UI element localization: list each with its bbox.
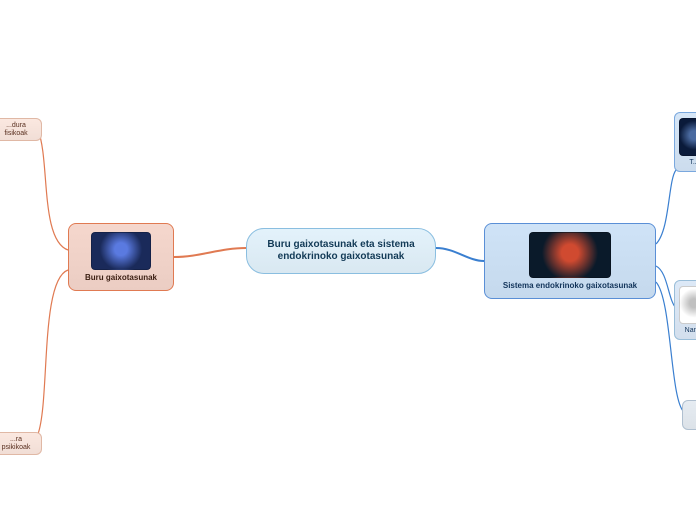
child-endo-2[interactable]: Nan...: [674, 280, 696, 340]
child-endo-1[interactable]: T...: [674, 112, 696, 172]
child-psikikoak[interactable]: ...ra psikikoak: [0, 432, 42, 455]
branch-buru[interactable]: Buru gaixotasunak: [68, 223, 174, 291]
child-fisikoak[interactable]: ...dura fisikoak: [0, 118, 42, 141]
child-psikikoak-label: ...ra psikikoak: [0, 436, 35, 451]
center-node[interactable]: Buru gaixotasunak eta sistema endokrinok…: [246, 228, 436, 274]
child-endo-3[interactable]: [682, 400, 696, 430]
branch-endokrino-label: Sistema endokrinoko gaixotasunak: [503, 282, 637, 291]
brain-thumb: [91, 232, 151, 270]
branch-endokrino[interactable]: Sistema endokrinoko gaixotasunak: [484, 223, 656, 299]
child1-thumb: [679, 118, 696, 156]
child-endo-2-label: Nan...: [685, 327, 696, 335]
child-fisikoak-label: ...dura fisikoak: [0, 122, 35, 137]
child2-thumb: [679, 286, 696, 324]
center-node-label: Buru gaixotasunak eta sistema endokrinok…: [263, 239, 419, 263]
branch-buru-label: Buru gaixotasunak: [85, 274, 157, 283]
thyroid-thumb: [529, 232, 611, 278]
child-endo-1-label: T...: [689, 159, 696, 167]
